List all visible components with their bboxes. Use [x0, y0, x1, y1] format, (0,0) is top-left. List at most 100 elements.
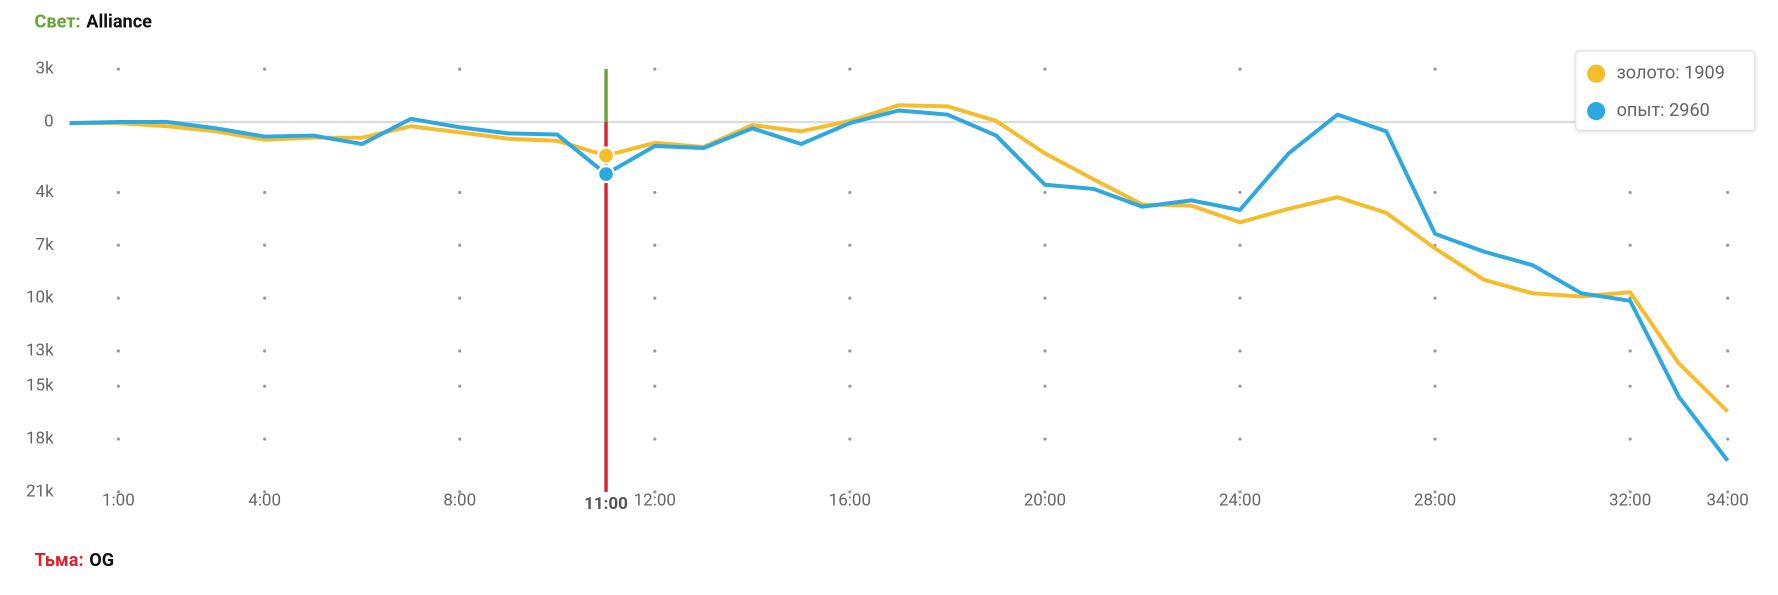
grid-dot — [848, 437, 852, 441]
x-tick-label: 12:00 — [634, 490, 676, 510]
grid-dot — [653, 190, 657, 195]
grid-dot — [116, 67, 120, 71]
grid-dot — [458, 349, 462, 353]
grid-dot — [848, 384, 852, 388]
grid-dot — [1433, 190, 1437, 195]
plot — [69, 69, 1730, 492]
grid-dot — [653, 243, 657, 247]
y-tick-label: 15k — [26, 376, 54, 396]
grid-dot — [1726, 437, 1730, 441]
y-tick-label: 0 — [44, 111, 54, 131]
x-tick-label: 24:00 — [1219, 490, 1261, 510]
grid-dot — [848, 67, 852, 71]
y-tick-label: 3k — [36, 59, 55, 79]
x-tick-label: 16:00 — [829, 490, 871, 510]
x-tick-label: 32:00 — [1609, 490, 1651, 510]
top-side: Свет: — [34, 11, 80, 32]
grid-dot — [458, 490, 462, 494]
grid-dot — [116, 349, 120, 353]
x-tick-label: 8:00 — [443, 490, 476, 510]
grid-dot — [1238, 190, 1242, 195]
bottom-label: Тьма: OG — [34, 550, 114, 571]
legend-swatch — [1587, 102, 1606, 121]
x-tick-label: 28:00 — [1414, 490, 1456, 510]
grid-dot — [848, 349, 852, 353]
grid-dot — [1726, 190, 1730, 195]
x-tick-label: 1:00 — [102, 490, 135, 510]
grid-dot — [1433, 490, 1437, 494]
legend-box — [1575, 50, 1756, 131]
grid-dot — [1433, 67, 1437, 71]
grid-dot — [1433, 384, 1437, 388]
grid-dot — [848, 490, 852, 494]
legend: золото: 1909 опыт: 2960 — [1575, 50, 1756, 131]
x-tick-label: 4:00 — [248, 490, 281, 510]
grid-dot — [1726, 349, 1730, 353]
grid-dot — [116, 190, 120, 195]
grid-dot — [263, 437, 267, 441]
grid-dot — [1043, 437, 1047, 441]
grid-dot — [1628, 384, 1632, 388]
legend-swatch — [1587, 64, 1606, 83]
grid-dot — [116, 296, 120, 300]
grid-dot — [116, 384, 120, 388]
grid-dot — [263, 296, 267, 300]
top-label: Свет: Alliance — [34, 11, 152, 32]
grid-dot — [653, 67, 657, 71]
grid-dot — [1043, 384, 1047, 388]
hover-dot — [596, 146, 616, 165]
grid-dot — [458, 190, 462, 195]
y-tick-label: 4k — [36, 182, 55, 202]
y-tick-label: 7k — [36, 235, 55, 255]
legend-value: 2960 — [1669, 100, 1710, 121]
legend-separator: : — [1660, 100, 1669, 121]
grid-dot — [263, 243, 267, 247]
grid-dot — [1726, 243, 1730, 247]
grid-dot — [458, 296, 462, 300]
top-team: Alliance — [86, 11, 152, 32]
legend-value: 1909 — [1684, 62, 1725, 83]
y-tick-label: 21k — [26, 481, 54, 501]
grid-dot — [458, 67, 462, 71]
grid-dot — [653, 296, 657, 300]
legend-label: золото: 1909 — [1617, 62, 1725, 83]
grid-dot — [263, 384, 267, 388]
y-tick-label: 18k — [26, 429, 54, 449]
grid-dot — [263, 67, 267, 71]
grid-dot — [653, 384, 657, 388]
grid-dot — [263, 190, 267, 195]
grid-dot — [458, 437, 462, 441]
series-line — [69, 103, 1730, 413]
grid-dot — [458, 384, 462, 388]
grid-dot — [1433, 296, 1437, 300]
highlight-label: 11:00 — [584, 494, 628, 514]
grid-dot — [263, 349, 267, 353]
grid-dot — [1726, 490, 1730, 494]
grid-dot — [1238, 349, 1242, 353]
grid-dot — [848, 296, 852, 300]
grid-dot — [1043, 67, 1047, 71]
grid-dot — [1726, 296, 1730, 300]
grid-dot — [1628, 490, 1632, 494]
x-tick-label: 20:00 — [1024, 490, 1066, 510]
grid-dot — [1238, 243, 1242, 247]
grid-dot — [848, 243, 852, 247]
y-tick-label: 13k — [26, 340, 54, 360]
grid-dot — [116, 490, 120, 494]
grid-dot — [653, 490, 657, 494]
x-tick-label: 34:00 — [1706, 490, 1748, 510]
grid-dot — [1238, 490, 1242, 494]
legend-name: опыт — [1617, 100, 1661, 121]
grid-dot — [458, 243, 462, 247]
grid-dot — [1043, 243, 1047, 247]
grid-dot — [1628, 349, 1632, 353]
y-tick-label: 10k — [26, 288, 54, 308]
legend-label: опыт: 2960 — [1617, 100, 1710, 121]
grid-dot — [653, 349, 657, 353]
bottom-side: Тьма: — [34, 550, 83, 571]
hover-dot — [596, 165, 616, 184]
legend-name: золото — [1617, 62, 1676, 83]
grid-dot — [116, 243, 120, 247]
grid-dot — [1628, 243, 1632, 247]
grid-dot — [1238, 384, 1242, 388]
